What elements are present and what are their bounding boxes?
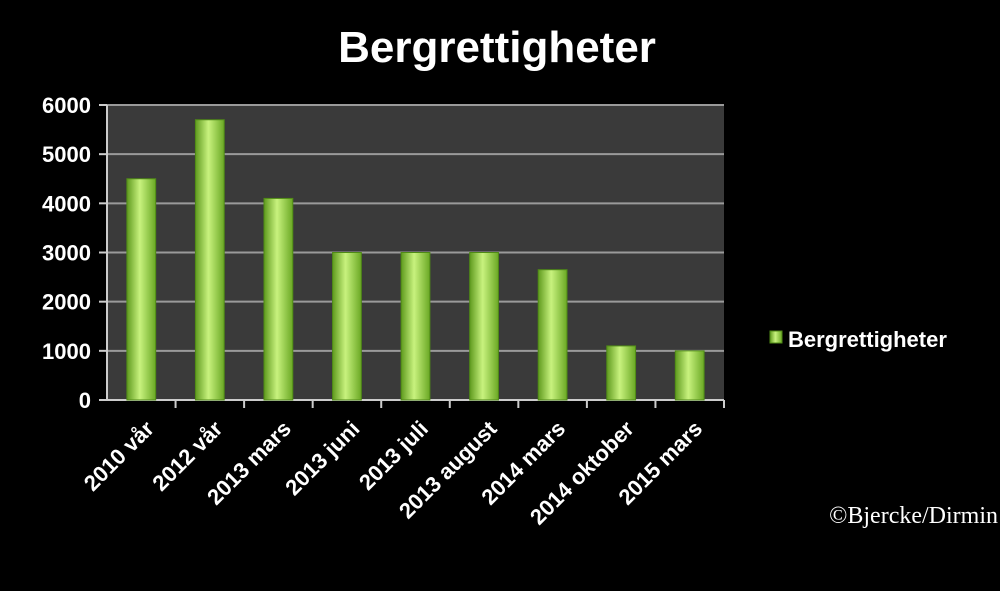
y-tick-label: 4000 — [42, 191, 91, 216]
y-tick-label: 6000 — [42, 93, 91, 118]
x-tick-label: 2010 vår — [79, 416, 159, 496]
bar — [400, 252, 431, 401]
chart-title: Bergrettigheter — [338, 23, 656, 72]
y-tick-label: 1000 — [42, 339, 91, 364]
legend: Bergrettigheter — [769, 327, 947, 352]
bar — [537, 269, 568, 401]
bar — [126, 178, 157, 401]
bar — [674, 350, 705, 401]
bar — [332, 252, 362, 401]
legend-label: Bergrettigheter — [788, 327, 947, 352]
y-tick-label: 3000 — [42, 241, 91, 266]
legend-swatch — [769, 330, 783, 344]
x-tick-label: 2013 juni — [280, 416, 364, 500]
bar — [469, 252, 499, 401]
copyright-credit: ©Bjercke/Dirmin — [829, 503, 998, 529]
y-tick-label: 0 — [79, 388, 91, 413]
y-tick-label: 5000 — [42, 142, 91, 167]
bar — [263, 197, 294, 401]
bar — [194, 119, 225, 401]
y-tick-label: 2000 — [42, 290, 91, 315]
bar — [606, 345, 637, 401]
